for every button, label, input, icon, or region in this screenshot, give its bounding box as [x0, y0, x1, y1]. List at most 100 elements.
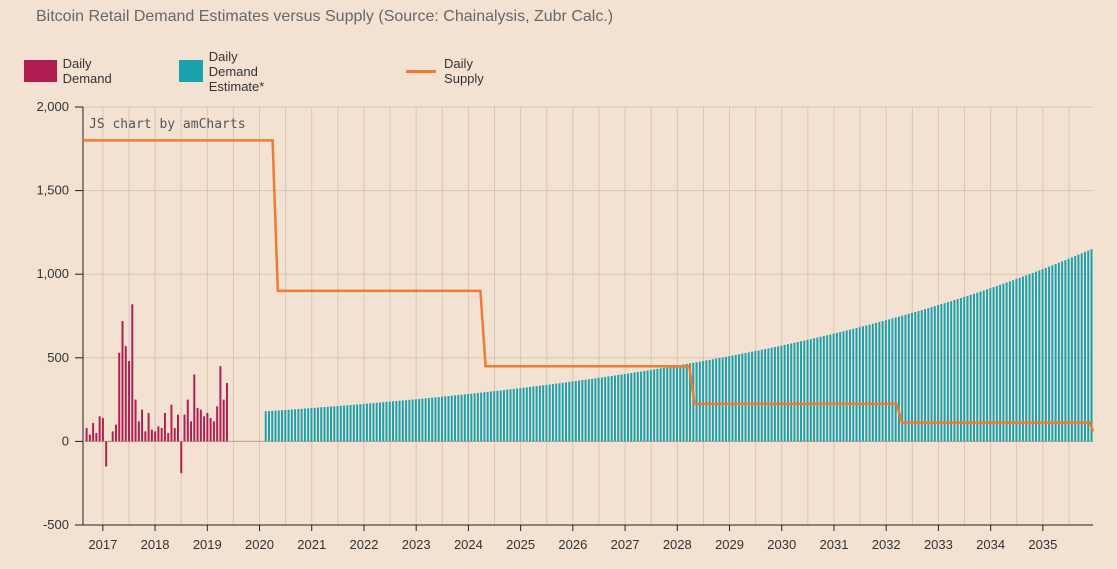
- bar-daily-demand-estimate: [1064, 260, 1067, 442]
- bar-daily-demand-estimate: [646, 370, 649, 442]
- bar-daily-demand-estimate: [1057, 262, 1060, 442]
- bar-daily-demand: [167, 433, 170, 442]
- bar-daily-demand-estimate: [738, 354, 740, 442]
- bar-daily-demand-estimate: [440, 396, 443, 442]
- bar-daily-demand: [124, 346, 127, 442]
- bar-daily-demand-estimate: [731, 355, 734, 442]
- bar-daily-demand-estimate: [685, 363, 688, 442]
- bar-daily-demand-estimate: [277, 410, 280, 442]
- legend-label-daily-supply: Daily Supply: [444, 56, 484, 86]
- legend-item-daily-demand-estimate[interactable]: Daily Demand Estimate*: [179, 49, 285, 94]
- legend-item-daily-demand[interactable]: Daily Demand: [24, 56, 123, 86]
- bar-daily-demand-estimate: [930, 307, 933, 442]
- bar-daily-demand: [131, 304, 134, 442]
- bar-daily-demand-estimate: [287, 409, 290, 442]
- bar-daily-demand-estimate: [516, 388, 519, 442]
- bar-daily-demand: [157, 426, 160, 442]
- bar-daily-demand-estimate: [989, 288, 992, 442]
- x-tick-label: 2033: [924, 537, 953, 552]
- x-tick-label: 2018: [141, 537, 170, 552]
- bar-daily-demand-estimate: [545, 384, 548, 442]
- bar-daily-demand: [141, 409, 144, 442]
- bar-daily-demand: [170, 404, 173, 442]
- bar-daily-demand-estimate: [568, 381, 571, 442]
- bar-daily-demand-estimate: [561, 382, 564, 442]
- bar-daily-demand-estimate: [751, 351, 754, 442]
- bar-daily-demand: [196, 407, 199, 442]
- bar-daily-demand-estimate: [623, 373, 626, 442]
- bar-daily-demand-estimate: [480, 392, 483, 442]
- x-tick-label: 2028: [663, 537, 692, 552]
- y-tick-label: -500: [43, 517, 69, 532]
- bar-daily-demand-estimate: [1087, 250, 1090, 442]
- bar-daily-demand-estimate: [927, 308, 930, 442]
- bar-daily-demand-estimate: [398, 400, 401, 442]
- bar-daily-demand-estimate: [888, 319, 891, 442]
- bar-daily-demand-estimate: [875, 322, 878, 442]
- x-tick-label: 2017: [88, 537, 117, 552]
- legend-item-daily-supply[interactable]: Daily Supply: [406, 56, 496, 86]
- x-tick-label: 2019: [193, 537, 222, 552]
- bar-daily-demand-estimate: [973, 293, 975, 442]
- bar-daily-demand-estimate: [816, 337, 819, 442]
- bar-daily-demand-estimate: [313, 407, 316, 442]
- bar-daily-demand-estimate: [995, 285, 998, 442]
- x-tick-label: 2025: [506, 537, 535, 552]
- x-tick-label: 2023: [402, 537, 431, 552]
- bar-daily-demand-estimate: [1008, 281, 1011, 442]
- bar-daily-demand: [203, 416, 206, 442]
- bar-daily-demand-estimate: [388, 401, 391, 442]
- bar-daily-demand-estimate: [1038, 270, 1041, 442]
- bar-daily-demand-estimate: [1048, 266, 1051, 442]
- bar-daily-demand-estimate: [483, 392, 486, 442]
- bar-daily-demand: [225, 382, 228, 442]
- bar-daily-demand-estimate: [339, 405, 342, 442]
- bar-daily-demand-estimate: [375, 402, 378, 442]
- bar-daily-demand-estimate: [924, 309, 927, 442]
- bar-daily-demand-estimate: [711, 359, 714, 442]
- bar-daily-demand-estimate: [659, 368, 662, 442]
- bar-daily-demand-estimate: [1015, 278, 1018, 442]
- bar-daily-demand-estimate: [897, 316, 900, 442]
- bar-daily-demand-estimate: [587, 379, 590, 442]
- bar-daily-demand-estimate: [1074, 256, 1077, 442]
- chart-title: Bitcoin Retail Demand Estimates versus S…: [36, 8, 614, 25]
- bar-daily-demand-estimate: [591, 378, 594, 442]
- bar-daily-demand-estimate: [431, 397, 434, 442]
- bar-daily-demand-estimate: [600, 377, 603, 442]
- bar-daily-demand-estimate: [1035, 271, 1037, 442]
- bar-daily-demand-estimate: [414, 399, 417, 442]
- bar-daily-demand-estimate: [493, 391, 496, 442]
- bar-daily-demand-estimate: [496, 390, 499, 442]
- bar-daily-demand-estimate: [819, 336, 822, 442]
- bar-daily-demand-estimate: [437, 397, 440, 442]
- bar-daily-demand-estimate: [385, 401, 388, 442]
- bar-daily-demand: [216, 406, 219, 442]
- bar-daily-demand-estimate: [894, 317, 897, 442]
- bar-daily-demand-estimate: [881, 321, 884, 442]
- bar-daily-demand-estimate: [486, 391, 489, 442]
- bar-daily-demand-estimate: [333, 406, 336, 442]
- x-tick-label: 2029: [715, 537, 744, 552]
- bar-daily-demand-estimate: [535, 386, 538, 442]
- bar-daily-demand-estimate: [316, 407, 319, 442]
- y-tick-label: 1,500: [36, 183, 69, 198]
- bar-daily-demand-estimate: [1021, 276, 1024, 442]
- bar-daily-demand-estimate: [793, 342, 796, 442]
- bar-daily-demand-estimate: [365, 403, 368, 442]
- bar-daily-demand: [199, 409, 202, 442]
- bar-daily-demand-estimate: [862, 326, 865, 442]
- bar-daily-demand-estimate: [290, 409, 293, 442]
- bar-daily-demand-estimate: [1005, 282, 1008, 442]
- bar-daily-demand-estimate: [705, 360, 708, 442]
- bar-daily-demand-estimate: [901, 315, 904, 442]
- bar-daily-demand-estimate: [1054, 264, 1057, 442]
- bar-daily-demand-estimate: [832, 333, 835, 442]
- y-tick-label: 2,000: [36, 99, 69, 114]
- bar-daily-demand-estimate: [294, 409, 297, 442]
- bar-daily-demand-estimate: [969, 294, 972, 442]
- bar-daily-demand-estimate: [656, 368, 659, 442]
- bar-daily-demand-estimate: [558, 383, 561, 442]
- bar-daily-demand-estimate: [607, 376, 610, 442]
